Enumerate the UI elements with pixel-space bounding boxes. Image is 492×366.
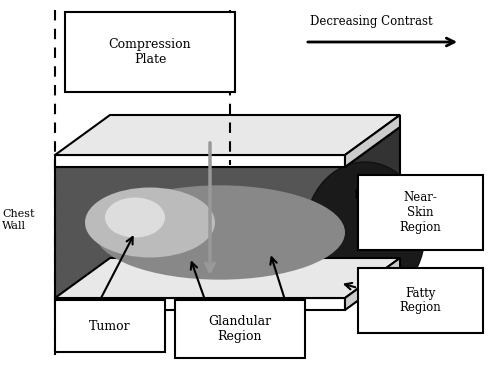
- FancyBboxPatch shape: [65, 12, 235, 92]
- Ellipse shape: [305, 162, 425, 303]
- Text: Glandular
Region: Glandular Region: [209, 315, 272, 343]
- Text: Compression
Plate: Compression Plate: [109, 38, 191, 66]
- Ellipse shape: [95, 185, 345, 280]
- Ellipse shape: [85, 187, 215, 258]
- Text: Decreasing Contrast: Decreasing Contrast: [310, 15, 432, 29]
- Polygon shape: [345, 258, 400, 310]
- FancyBboxPatch shape: [358, 268, 483, 333]
- Text: Fatty
Region: Fatty Region: [400, 287, 441, 314]
- Ellipse shape: [105, 198, 165, 238]
- FancyBboxPatch shape: [55, 300, 165, 352]
- Polygon shape: [55, 167, 345, 298]
- Text: Chest
Wall: Chest Wall: [2, 209, 34, 231]
- Polygon shape: [55, 127, 400, 167]
- Text: Tumor: Tumor: [89, 320, 131, 332]
- FancyBboxPatch shape: [358, 175, 483, 250]
- FancyBboxPatch shape: [175, 300, 305, 358]
- Polygon shape: [55, 298, 345, 310]
- Polygon shape: [345, 115, 400, 167]
- Polygon shape: [55, 115, 400, 155]
- Polygon shape: [345, 127, 400, 298]
- Text: Near-
Skin
Region: Near- Skin Region: [400, 191, 441, 234]
- Polygon shape: [55, 258, 400, 298]
- Polygon shape: [55, 155, 345, 167]
